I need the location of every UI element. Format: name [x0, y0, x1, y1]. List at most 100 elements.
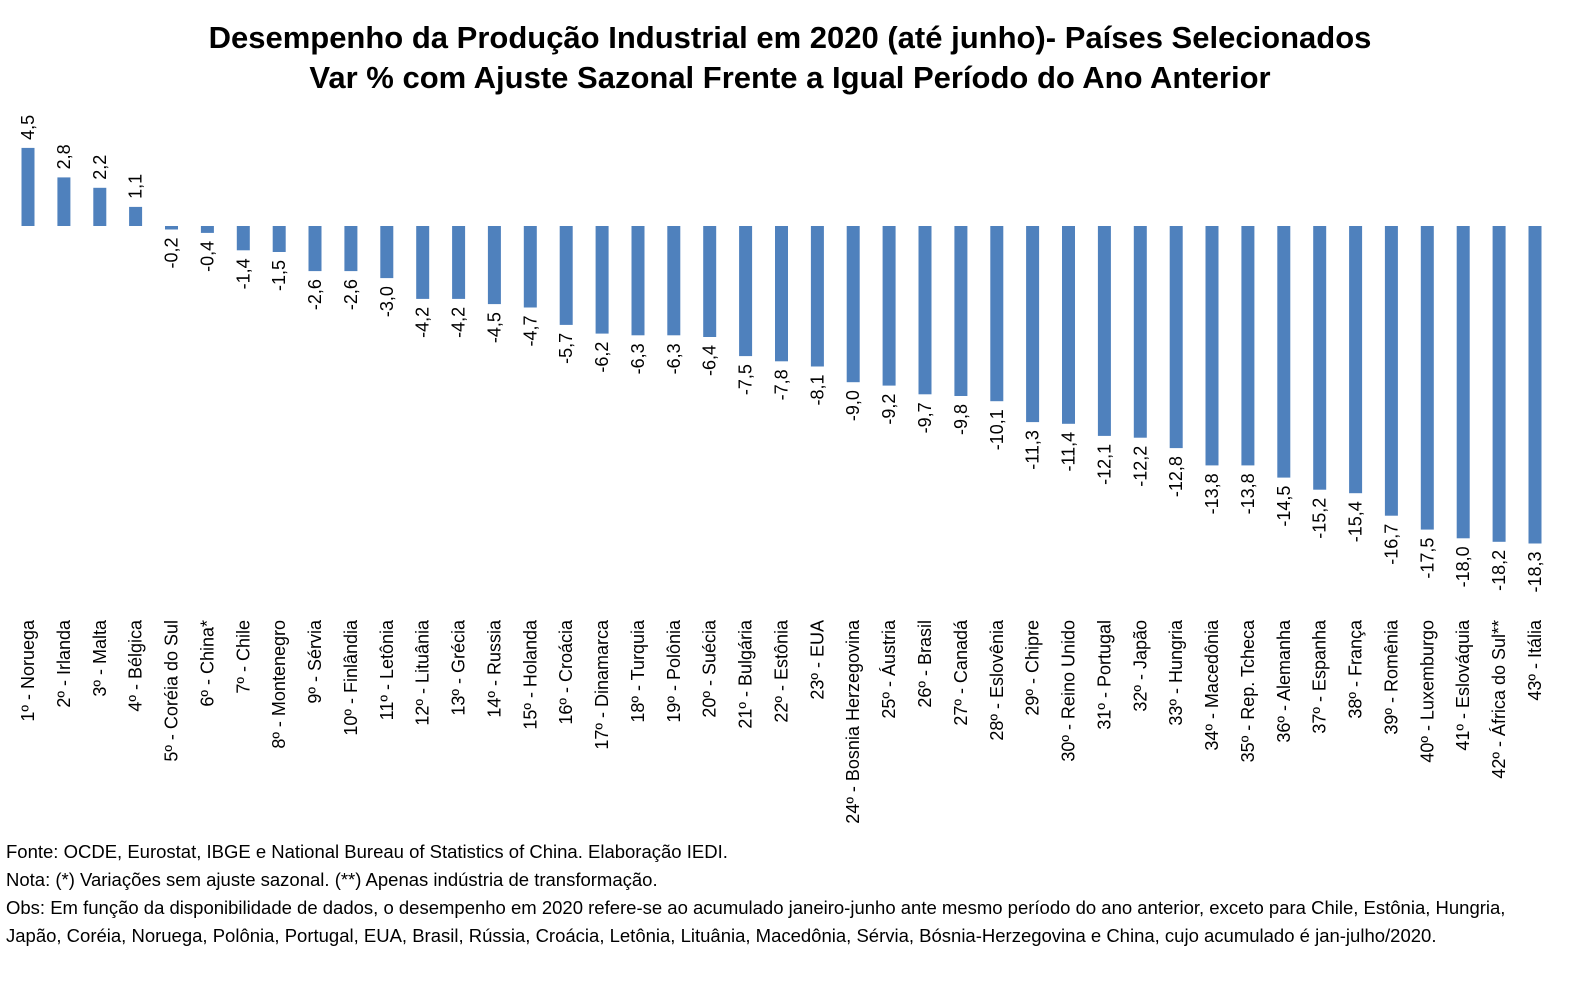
- data-label: -18,3: [1525, 552, 1545, 593]
- bar: [57, 177, 71, 226]
- category-label: 14º - Russia: [484, 619, 504, 718]
- bar: [882, 226, 896, 386]
- bar: [631, 226, 645, 336]
- bar: [775, 226, 788, 362]
- category-label: 40º - Luxemburgo: [1417, 620, 1437, 763]
- bar: [416, 226, 430, 299]
- bar: [1456, 226, 1470, 539]
- category-label: 36º - Alemanha: [1274, 619, 1294, 743]
- category-label: 39º - Romênia: [1381, 619, 1401, 735]
- data-label: -12,8: [1166, 456, 1186, 497]
- category-label: 12º - Lituânia: [413, 619, 433, 726]
- category-label: 17º - Dinamarca: [592, 619, 612, 750]
- data-label: -13,8: [1238, 473, 1258, 514]
- bar: [1384, 226, 1398, 516]
- data-label: -6,3: [628, 343, 648, 374]
- category-label: 42º - África do Sul**: [1489, 620, 1509, 779]
- bar: [1097, 226, 1111, 436]
- data-label: -11,3: [1023, 430, 1043, 470]
- bar: [1313, 226, 1327, 490]
- bar: [703, 226, 717, 337]
- bar: [1062, 226, 1075, 424]
- bar: [487, 226, 501, 305]
- category-label: 31º - Portugal: [1094, 620, 1114, 730]
- bar: [1349, 226, 1363, 494]
- bar: [1492, 226, 1506, 542]
- category-label: 30º - Reino Unido: [1059, 620, 1079, 762]
- data-label: -18,2: [1489, 550, 1509, 591]
- data-label: -4,2: [413, 307, 433, 338]
- data-label: -14,5: [1274, 486, 1294, 527]
- bar: [1420, 226, 1434, 530]
- bar: [954, 226, 968, 396]
- category-label: 25º - Áustria: [879, 619, 899, 719]
- data-label: -9,8: [951, 404, 971, 435]
- data-label: -7,5: [736, 364, 756, 395]
- category-label: 1º - Noruega: [18, 619, 38, 722]
- data-label: 1,1: [126, 174, 146, 199]
- category-label: 15º - Holanda: [520, 619, 540, 730]
- data-label: -15,4: [1346, 501, 1366, 542]
- data-label: -9,2: [879, 394, 899, 425]
- category-label: 37º - Espanha: [1310, 619, 1330, 734]
- data-label: -2,6: [341, 279, 361, 310]
- data-label: -9,0: [843, 390, 863, 421]
- bar: [523, 226, 537, 308]
- bar: [380, 226, 394, 279]
- category-label: 43º - Itália: [1525, 619, 1545, 701]
- bar: [236, 226, 250, 251]
- bar: [1241, 226, 1255, 466]
- bar: [1205, 226, 1219, 466]
- bar: [21, 147, 35, 226]
- data-label: -10,1: [987, 409, 1007, 450]
- data-label: -13,8: [1202, 473, 1222, 514]
- data-label: -15,2: [1310, 498, 1330, 539]
- category-label: 7º - Chile: [233, 620, 253, 694]
- data-label: -12,2: [1130, 446, 1150, 487]
- category-label: 4º - Bélgica: [126, 619, 146, 712]
- data-label: -1,5: [269, 260, 289, 291]
- bar: [344, 226, 358, 272]
- category-label: 38º - França: [1346, 619, 1366, 719]
- data-label: -17,5: [1417, 538, 1437, 579]
- category-label: 32º - Japão: [1130, 620, 1150, 712]
- data-label: -9,7: [915, 402, 935, 433]
- bar: [1026, 226, 1040, 423]
- bar: [1169, 226, 1183, 449]
- category-label: 27º - Canadá: [951, 619, 971, 726]
- data-label: -2,6: [305, 279, 325, 310]
- data-label: -7,8: [772, 369, 792, 400]
- bar: [1277, 226, 1291, 478]
- data-label: 2,8: [54, 144, 74, 169]
- category-label: 34º - Macedônia: [1202, 619, 1222, 751]
- source-note: Fonte: OCDE, Eurostat, IBGE e National B…: [6, 841, 728, 862]
- category-label: 16º - Croácia: [556, 619, 576, 725]
- category-label: 41º - Eslováquia: [1453, 619, 1473, 751]
- observation-note: Obs: Em função da disponibilidade de dad…: [6, 897, 1506, 946]
- category-label: 26º - Brasil: [915, 620, 935, 708]
- data-label: -8,1: [807, 375, 827, 406]
- category-label: 23º - EUA: [807, 620, 827, 700]
- bar: [667, 226, 681, 336]
- bar: [846, 226, 860, 383]
- bar: [1133, 226, 1147, 438]
- data-label: -6,4: [700, 345, 720, 376]
- bar: [559, 226, 573, 325]
- data-label: -4,5: [484, 312, 504, 343]
- category-label: 9º - Sérvia: [305, 619, 325, 704]
- category-label: 3º - Malta: [90, 619, 110, 697]
- category-label: 5º - Coréia do Sul: [162, 620, 182, 762]
- data-label: -3,0: [377, 286, 397, 317]
- category-label: 2º - Irlanda: [54, 619, 74, 708]
- chart-title: Desempenho da Produção Industrial em 202…: [0, 18, 1580, 98]
- category-label: 6º - China*: [197, 620, 217, 707]
- category-label: 22º - Estônia: [772, 619, 792, 723]
- category-label: 35º - Rep. Tcheca: [1238, 619, 1258, 762]
- data-label: -5,7: [556, 333, 576, 364]
- category-label: 11º - Letônia: [377, 619, 397, 720]
- category-label: 24º - Bosnia Herzegovina: [843, 619, 863, 824]
- data-label: -0,2: [162, 238, 182, 269]
- chart-subtitle: Var % com Ajuste Sazonal Frente a Igual …: [309, 60, 1271, 95]
- category-label: 29º - Chipre: [1023, 620, 1043, 716]
- data-label: -6,2: [592, 342, 612, 373]
